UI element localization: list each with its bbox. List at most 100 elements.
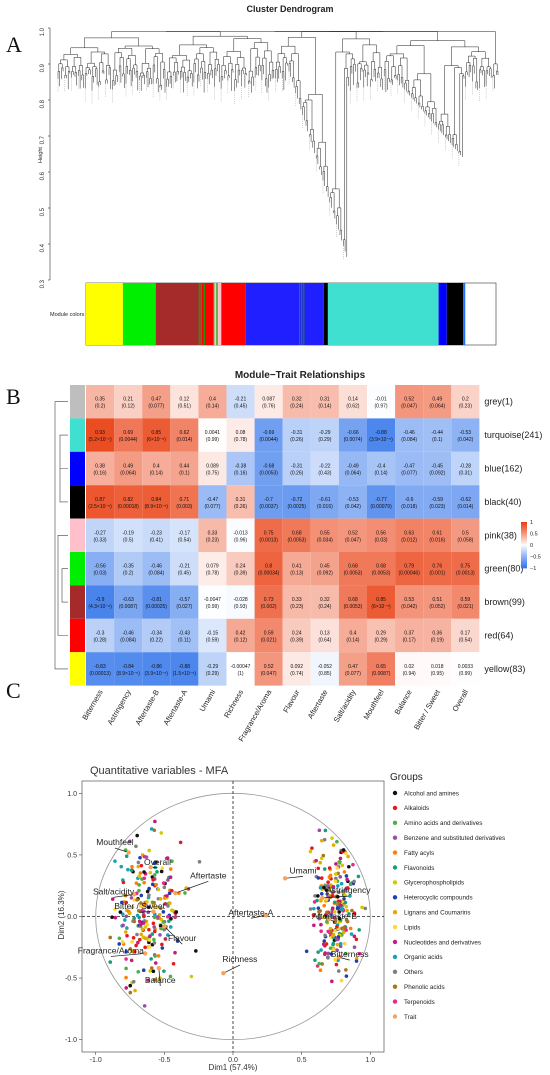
metabolite-point bbox=[343, 900, 348, 905]
cell-pvalue: (0.016) bbox=[429, 537, 445, 543]
metabolite-point bbox=[123, 930, 128, 934]
legend-item-label: Trait bbox=[404, 1014, 417, 1021]
metabolite-point bbox=[318, 860, 323, 865]
metabolite-point bbox=[166, 914, 170, 919]
metabolite-point bbox=[334, 876, 338, 881]
cell-pvalue: (6×10⁻⁵) bbox=[147, 437, 167, 443]
metabolite-point bbox=[134, 943, 138, 948]
cell-pvalue: (0.021) bbox=[261, 638, 277, 644]
heatmap-cell bbox=[198, 552, 227, 586]
metabolite-point bbox=[142, 1004, 147, 1008]
metabolite-point bbox=[166, 878, 170, 882]
heatmap-cell bbox=[142, 385, 171, 419]
metabolite-point bbox=[352, 879, 356, 884]
heatmap-cell bbox=[198, 418, 227, 452]
cell-correlation: -0.01 bbox=[375, 397, 387, 403]
color-scale-step bbox=[521, 562, 527, 564]
legend-marker bbox=[392, 805, 398, 811]
metabolite-point bbox=[170, 859, 174, 864]
mfa-legend: Alcohol and amines Alkaloids Amino acids a… bbox=[392, 790, 505, 1021]
legend-item-label: Alkaloids bbox=[404, 805, 429, 812]
cell-pvalue: (0.0053) bbox=[372, 571, 391, 577]
cell-pvalue: (0.31) bbox=[459, 471, 472, 477]
metabolite-point bbox=[350, 908, 354, 913]
metabolite-point bbox=[345, 877, 349, 882]
cell-pvalue: (0.74) bbox=[290, 671, 303, 677]
heatmap-cell bbox=[254, 451, 283, 486]
cell-pvalue: (0.78) bbox=[234, 437, 247, 443]
metabolite-point bbox=[321, 915, 326, 920]
color-scale-step bbox=[521, 557, 527, 560]
trait-point bbox=[221, 970, 226, 976]
mfa-xtick-label: -0.5 bbox=[158, 1057, 170, 1064]
metabolite-point bbox=[146, 978, 151, 983]
cell-pvalue: (0.03) bbox=[375, 537, 388, 543]
heatmap-row-label: brown(99) bbox=[484, 597, 525, 607]
heatmap-cell bbox=[423, 552, 452, 586]
cell-pvalue: (0.23) bbox=[290, 604, 303, 610]
heatmap-cell bbox=[282, 485, 311, 519]
legend-item-label: Phenolic acids bbox=[404, 984, 445, 991]
metabolite-point bbox=[153, 819, 157, 824]
metabolite-point bbox=[128, 990, 133, 995]
cell-correlation: 0.41 bbox=[292, 564, 302, 570]
metabolite-point bbox=[332, 900, 337, 905]
cell-pvalue: (0.75) bbox=[206, 471, 219, 477]
heatmap-cell bbox=[254, 485, 283, 519]
metabolite-point bbox=[154, 882, 158, 887]
cell-pvalue: (0.94) bbox=[403, 671, 416, 677]
heatmap-cell bbox=[310, 552, 339, 586]
metabolite-point bbox=[317, 909, 321, 914]
metabolite-points bbox=[108, 819, 368, 1008]
cell-correlation: -0.44 bbox=[432, 430, 444, 436]
metabolite-point bbox=[118, 910, 123, 914]
trait-point bbox=[173, 890, 178, 896]
cell-pvalue: (0.26) bbox=[290, 471, 303, 477]
metabolite-point bbox=[147, 893, 151, 898]
metabolite-point bbox=[136, 970, 141, 974]
cell-pvalue: (0.1) bbox=[179, 471, 190, 477]
heatmap-cell bbox=[86, 652, 115, 686]
metabolite-point bbox=[338, 860, 342, 864]
cell-correlation: 0.68 bbox=[348, 597, 358, 603]
heatmap-cell bbox=[282, 385, 311, 419]
metabolite-point bbox=[158, 976, 162, 980]
metabolite-point bbox=[120, 900, 124, 905]
cell-pvalue: (0.29) bbox=[206, 671, 219, 677]
metabolite-point bbox=[120, 940, 125, 944]
heatmap-cell bbox=[451, 585, 480, 619]
heatmap-cell bbox=[198, 585, 227, 619]
metabolite-point bbox=[159, 906, 163, 911]
metabolite-point bbox=[139, 932, 144, 937]
legend-item-label: Glycerophospholipids bbox=[404, 880, 464, 887]
color-scale-step bbox=[521, 554, 527, 556]
metabolite-point bbox=[123, 918, 127, 922]
metabolite-point bbox=[161, 881, 166, 885]
cell-pvalue: (0.00018) bbox=[117, 504, 139, 510]
metabolite-point bbox=[343, 951, 348, 956]
metabolite-point bbox=[344, 886, 349, 891]
cell-correlation: 0.0041 bbox=[205, 430, 221, 436]
metabolite-point bbox=[356, 874, 361, 879]
legend-item-label: Alcohol and amines bbox=[404, 790, 459, 797]
cell-pvalue: (0.16) bbox=[94, 471, 107, 477]
legend-marker bbox=[392, 820, 398, 825]
cell-pvalue: (0.2) bbox=[123, 571, 134, 577]
cell-correlation: 0.092 bbox=[290, 664, 303, 670]
cell-correlation: 0.76 bbox=[432, 564, 442, 570]
metabolite-point bbox=[342, 897, 346, 901]
metabolite-point bbox=[338, 856, 343, 861]
cell-correlation: 0.089 bbox=[206, 464, 219, 470]
metabolite-point bbox=[151, 921, 156, 926]
cell-correlation: 0.53 bbox=[404, 597, 414, 603]
cell-pvalue: (0.5) bbox=[123, 537, 134, 543]
cell-correlation: 0.4 bbox=[153, 464, 160, 470]
module-color-bar bbox=[85, 282, 497, 346]
dendrogram-ytick-label: 0.7 bbox=[40, 135, 46, 144]
cell-pvalue: (2.5×10⁻⁵) bbox=[88, 504, 112, 510]
metabolite-point bbox=[323, 933, 327, 938]
cell-correlation: 0.51 bbox=[432, 597, 442, 603]
cell-pvalue: (0.0053) bbox=[287, 537, 306, 543]
heatmap-cell bbox=[170, 618, 199, 653]
